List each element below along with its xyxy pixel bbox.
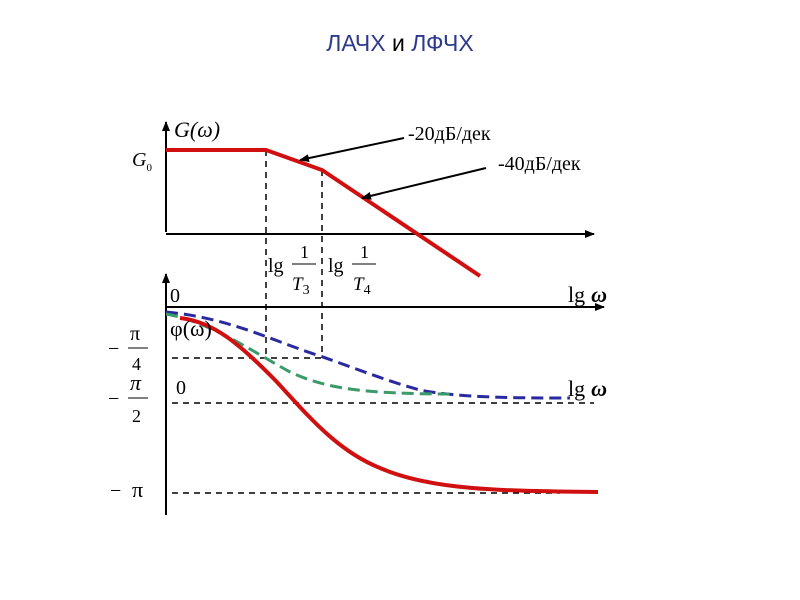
svg-text:π: π bbox=[132, 477, 143, 502]
slope1-arrow bbox=[299, 137, 405, 163]
title-lfchh: ЛФЧХ bbox=[411, 30, 474, 56]
g0-label: G0 bbox=[132, 149, 152, 174]
title-lachh: ЛАЧХ bbox=[326, 30, 386, 56]
phase-curve-red bbox=[179, 316, 599, 494]
svg-text:−: − bbox=[110, 480, 121, 502]
slope1-label: -20дБ/дек bbox=[408, 123, 491, 145]
svg-text:lg: lg bbox=[268, 255, 284, 277]
phase-zero-mid: 0 bbox=[176, 377, 186, 399]
tick-minus-pi: − π bbox=[110, 477, 143, 502]
svg-text:−: − bbox=[108, 388, 119, 410]
amplitude-axis-label: G(ω) bbox=[174, 117, 220, 142]
svg-text:1: 1 bbox=[300, 242, 309, 262]
phase-axis-label: φ(ω) bbox=[170, 316, 212, 341]
title-and: и bbox=[391, 30, 405, 56]
tick-minus-pi-over-2: − π 2 bbox=[108, 370, 148, 426]
svg-text:1: 1 bbox=[360, 242, 369, 262]
svg-text:4: 4 bbox=[132, 354, 141, 374]
tick-minus-pi-over-4: − π 4 bbox=[108, 323, 148, 374]
svg-text:2: 2 bbox=[132, 406, 141, 426]
t4-mark: lg 1 T4 bbox=[328, 242, 376, 298]
svg-text:lg: lg bbox=[328, 255, 344, 277]
svg-text:π: π bbox=[130, 323, 140, 345]
svg-text:T3: T3 bbox=[292, 274, 310, 298]
svg-text:−: − bbox=[108, 338, 119, 360]
phase-zero-top: 0 bbox=[170, 285, 180, 307]
svg-text:T4: T4 bbox=[353, 274, 371, 298]
t3-mark: lg 1 T3 bbox=[268, 242, 316, 298]
slope2-arrow bbox=[361, 167, 487, 200]
amplitude-curve bbox=[166, 148, 482, 278]
diagram-title: ЛАЧХ и ЛФЧХ bbox=[0, 30, 800, 57]
svg-text:π: π bbox=[130, 370, 142, 395]
phase-x-label-mid: lg ω bbox=[568, 376, 607, 401]
phase-x-label-top: lg ω bbox=[568, 282, 607, 307]
phase-curve-blue bbox=[165, 310, 571, 400]
slope2-label: -40дБ/дек bbox=[498, 153, 581, 175]
